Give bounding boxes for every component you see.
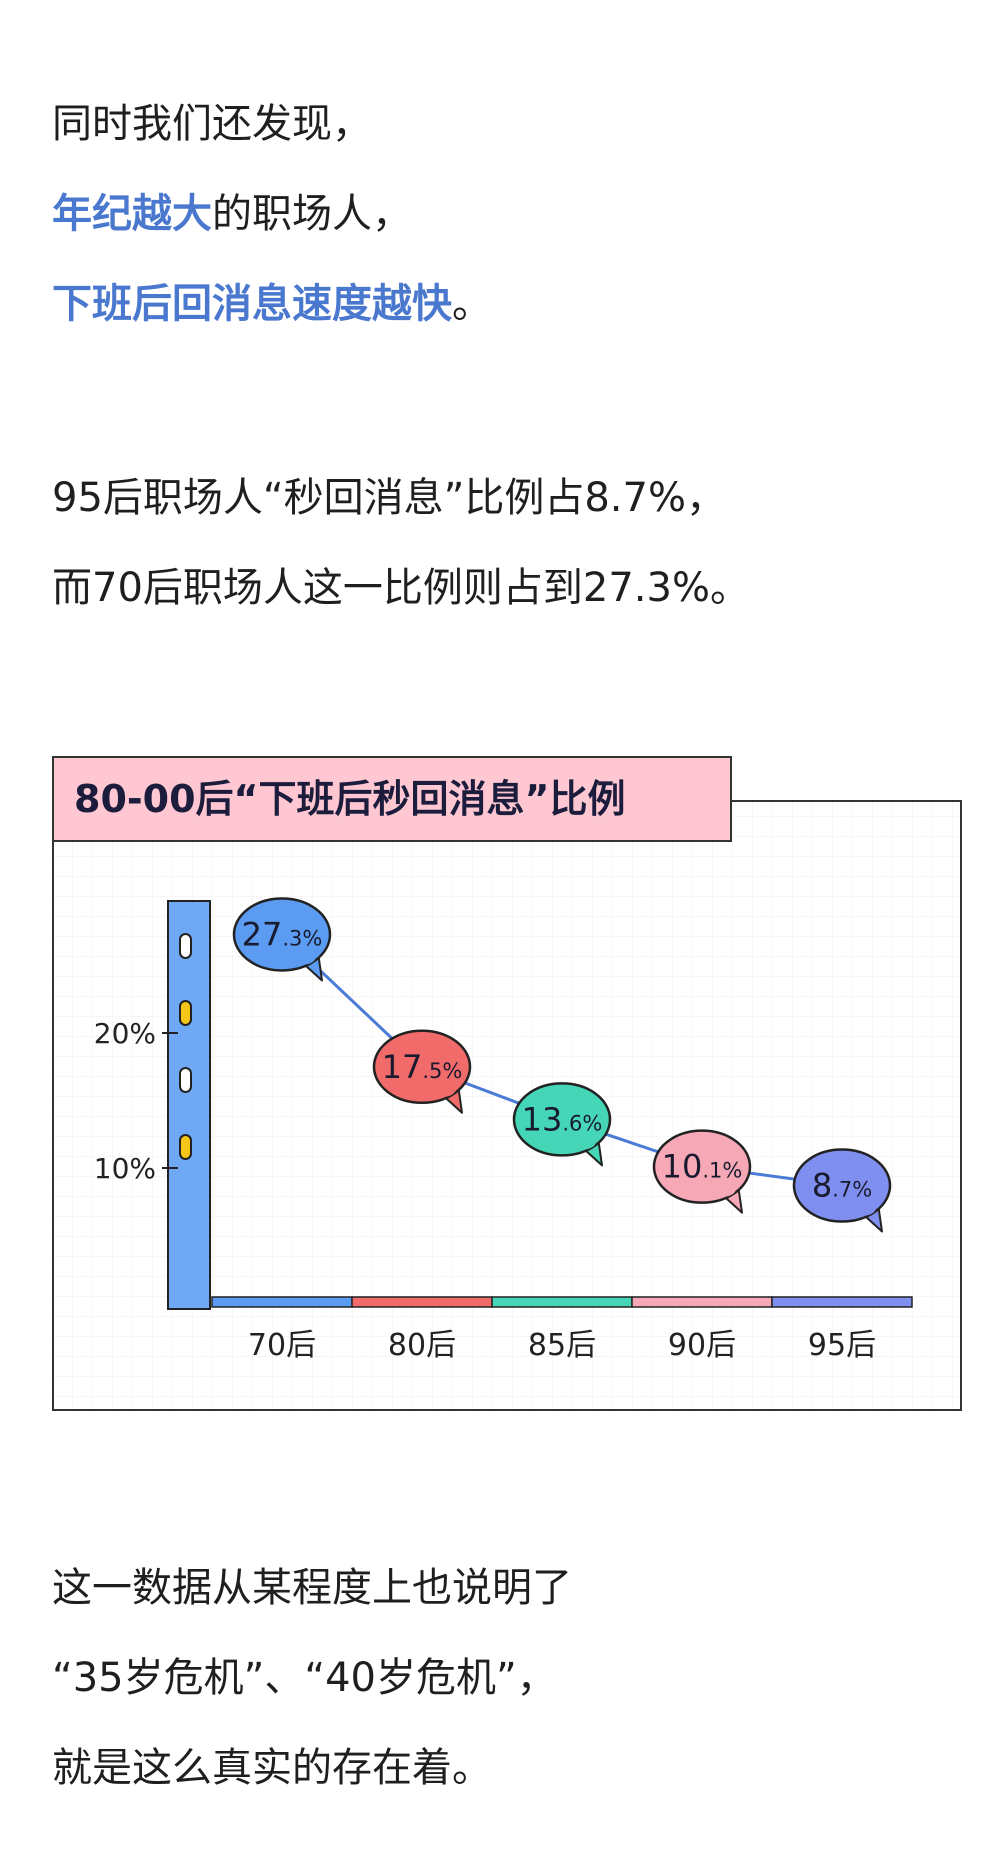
y-axis-marker [179,1134,192,1160]
line-2-rest: 的职场人， [212,191,412,237]
y-tick-label: 10% [94,1152,156,1185]
data-label-dec: .1% [702,1159,742,1183]
data-label-int: 10 [662,1148,703,1186]
conclusion-line-3: 就是这么真实的存在着。 [52,1745,492,1791]
data-label-int: 17 [382,1048,423,1086]
data-label-dec: .7% [832,1178,872,1202]
data-label: 8.7% [812,1167,872,1205]
bubble-tail-joint [712,1180,736,1197]
conclusion-line-1: 这一数据从某程度上也说明了 [52,1565,572,1611]
data-point-bubble: 17.5% [372,1029,472,1114]
data-label-dec: .6% [562,1111,602,1135]
bubble-tail-joint [852,1199,876,1216]
conclusion-line-2: “35岁危机”、“40岁危机”， [52,1655,557,1701]
data-label: 17.5% [382,1048,463,1086]
x-axis-segment [631,1296,773,1308]
data-point-bubble: 10.1% [652,1129,752,1214]
stat-line-95: 95后职场人“秒回消息”比例占8.7%， [52,475,726,521]
data-label: 13.6% [522,1100,603,1138]
x-axis-segment [351,1296,493,1308]
x-tick-label: 90后 [668,1328,736,1363]
data-label: 10.1% [662,1148,743,1186]
data-label-int: 13 [522,1100,563,1138]
line-3-rest: 。 [452,281,492,327]
bubble-tail-joint [572,1133,596,1150]
data-label-dec: .3% [282,926,322,950]
intro-line-3: 下班后回消息速度越快。 [52,276,492,332]
data-label-int: 27 [242,915,283,953]
highlight-older-age: 年纪越大 [52,191,212,237]
data-label-dec: .5% [422,1059,462,1083]
x-axis-segment [211,1296,353,1308]
chart-title: 80-00后“下班后秒回消息”比例 [74,777,625,821]
data-point-bubble: 8.7% [792,1148,892,1233]
chart-card: 80-00后“下班后秒回消息”比例 10% 20% 27.3% 17.5% 13.6%… [52,756,962,1412]
x-tick-label: 80后 [388,1328,456,1363]
y-axis-marker [179,933,192,959]
y-tick-label: 20% [94,1017,156,1050]
y-axis-marker [179,1000,192,1026]
line-chart: 80-00后“下班后秒回消息”比例 10% 20% 27.3% 17.5% 13.6%… [52,756,962,1411]
y-axis-marker [179,1067,192,1093]
intro-line-2: 年纪越大的职场人， [52,186,412,242]
bubble-tail-joint [432,1080,456,1097]
bubble-tail-joint [292,948,316,965]
stat-line-70: 而70后职场人这一比例则占到27.3%。 [52,565,750,611]
x-axis-segment [491,1296,633,1308]
data-point-bubble: 13.6% [512,1082,612,1167]
highlight-reply-faster: 下班后回消息速度越快 [52,281,452,327]
x-tick-label: 85后 [528,1328,596,1363]
data-point-bubble: 27.3% [232,897,332,982]
x-axis-segment [771,1296,913,1308]
x-tick-label: 70后 [248,1328,316,1363]
chart-title-box: 80-00后“下班后秒回消息”比例 [52,756,732,842]
y-axis-bar [167,900,211,1310]
data-label: 27.3% [242,915,323,953]
intro-line-1: 同时我们还发现， [52,101,372,147]
data-label-int: 8 [812,1167,832,1205]
x-tick-label: 95后 [808,1328,876,1363]
